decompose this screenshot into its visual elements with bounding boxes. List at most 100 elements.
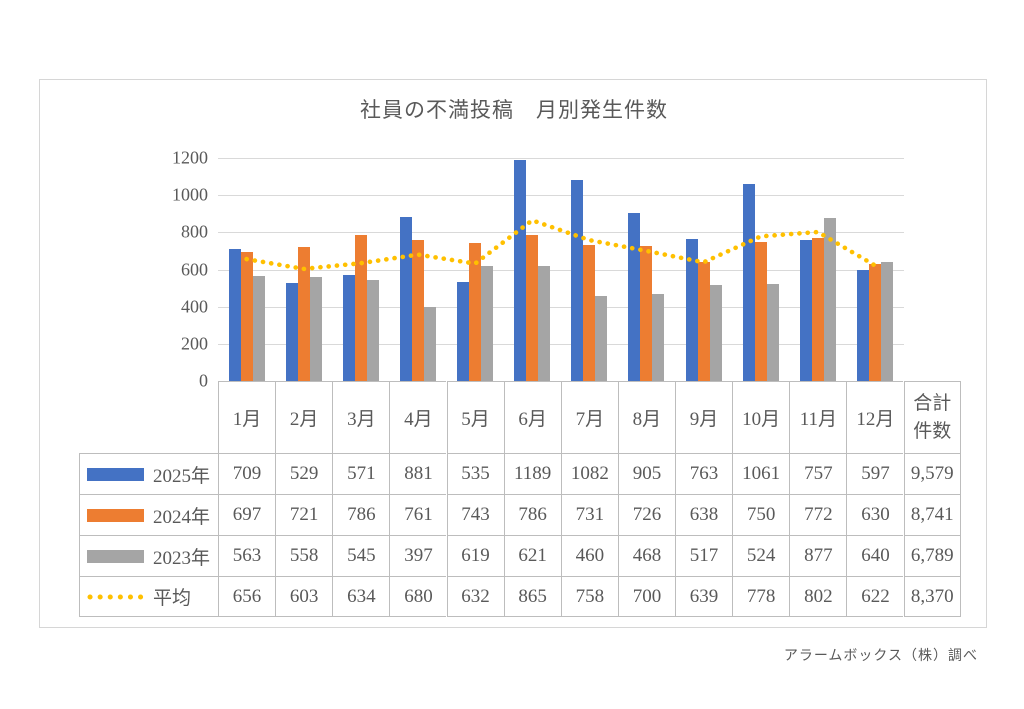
total-cell: 8,741 <box>903 494 961 535</box>
value-cell: 905 <box>617 453 675 494</box>
value-cell: 597 <box>846 453 904 494</box>
value-cell: 726 <box>617 494 675 535</box>
y-axis-tick-label: 600 <box>181 259 208 279</box>
value-cell: 524 <box>732 535 790 576</box>
legend-swatch-2024年 <box>87 508 144 522</box>
value-cell: 1061 <box>732 453 790 494</box>
bar-2025年-9月 <box>685 239 698 381</box>
value-cell: 721 <box>275 494 333 535</box>
legend-item-2025年: 2025年 <box>79 453 218 494</box>
total-cell: 6,789 <box>903 535 961 576</box>
y-axis-tick-label: 0 <box>199 370 208 391</box>
value-cell: 630 <box>846 494 904 535</box>
source-note: アラームボックス（株）調べ <box>783 647 978 663</box>
bar-2023年-4月 <box>423 307 436 381</box>
gridline-1200 <box>218 158 904 159</box>
bar-2025年-2月 <box>285 282 298 381</box>
value-cell: 865 <box>503 576 561 617</box>
value-cell: 603 <box>275 576 333 617</box>
y-axis-tick-label: 800 <box>181 221 208 242</box>
month-header-cell: 3月 <box>332 381 390 453</box>
total-header-label: 合計件数 <box>913 392 952 442</box>
legend-swatch-2023年 <box>87 549 144 563</box>
chart-frame: 社員の不満投稿 月別発生件数 0 200 400 600 800 1000 1200 1月 2… <box>39 79 987 628</box>
value-cell: 640 <box>846 535 904 576</box>
bar-2023年-8月 <box>652 294 665 381</box>
legend-label: 平均 <box>153 588 192 609</box>
legend-swatch-2025年 <box>87 467 144 481</box>
gridline-800 <box>218 232 904 234</box>
value-cell: 619 <box>446 535 504 576</box>
month-header-cell: 7月 <box>560 381 618 453</box>
month-header-cell: 12月 <box>846 381 904 453</box>
value-cell: 563 <box>218 535 276 576</box>
value-cell: 731 <box>560 494 618 535</box>
bar-2023年-3月 <box>366 279 379 381</box>
bar-2025年-6月 <box>514 160 527 381</box>
bar-2024年-9月 <box>697 262 710 381</box>
bar-2024年-1月 <box>240 251 253 381</box>
month-header-cell: 5月 <box>446 381 504 453</box>
bar-2024年-10月 <box>754 241 767 381</box>
bar-2024年-11月 <box>811 237 824 381</box>
chart-title: 社員の不満投稿 月別発生件数 <box>360 98 668 122</box>
bar-2023年-1月 <box>252 276 265 381</box>
bar-2024年-3月 <box>354 234 367 381</box>
total-cell: 8,370 <box>903 576 961 617</box>
gridline-400 <box>218 306 904 308</box>
value-cell: 757 <box>789 453 847 494</box>
value-cell: 634 <box>332 576 390 617</box>
value-cell: 772 <box>789 494 847 535</box>
value-cell: 621 <box>503 535 561 576</box>
value-cell: 786 <box>503 494 561 535</box>
value-cell: 743 <box>446 494 504 535</box>
y-axis-tick-label: 1000 <box>172 184 208 205</box>
bar-2025年-10月 <box>742 183 755 381</box>
bar-2023年-5月 <box>481 266 494 381</box>
bar-2024年-5月 <box>469 242 482 381</box>
value-cell: 468 <box>617 535 675 576</box>
value-cell: 786 <box>332 494 390 535</box>
bar-2023年-6月 <box>538 265 551 381</box>
value-cell: 763 <box>675 453 733 494</box>
month-header-cell: 10月 <box>732 381 790 453</box>
total-header-cell: 合計件数 <box>903 381 961 453</box>
value-cell: 1082 <box>560 453 618 494</box>
value-cell: 1189 <box>503 453 561 494</box>
legend-swatch-平均 <box>87 594 144 600</box>
legend-item-2023年: 2023年 <box>79 535 218 576</box>
value-cell: 529 <box>275 453 333 494</box>
bar-2024年-2月 <box>297 247 310 381</box>
bar-2025年-3月 <box>342 274 355 381</box>
bar-2023年-7月 <box>595 295 608 381</box>
bar-2023年-10月 <box>766 283 779 381</box>
value-cell: 877 <box>789 535 847 576</box>
value-cell: 881 <box>389 453 447 494</box>
bar-2023年-12月 <box>880 262 893 381</box>
y-axis-tick-label: 200 <box>181 333 208 354</box>
month-header-cell: 2月 <box>275 381 333 453</box>
y-axis-tick-label: 400 <box>181 296 208 317</box>
value-cell: 517 <box>675 535 733 576</box>
legend-item-2024年: 2024年 <box>79 494 218 535</box>
bar-2025年-1月 <box>228 249 241 381</box>
bar-2023年-2月 <box>309 277 322 381</box>
gridline-1000 <box>218 195 904 197</box>
value-cell: 460 <box>560 535 618 576</box>
value-cell: 558 <box>275 535 333 576</box>
value-cell: 761 <box>389 494 447 535</box>
value-cell: 778 <box>732 576 790 617</box>
value-cell: 697 <box>218 494 276 535</box>
bar-2025年-8月 <box>628 212 641 381</box>
bar-2025年-7月 <box>571 179 584 381</box>
bar-2025年-4月 <box>399 217 412 381</box>
value-cell: 709 <box>218 453 276 494</box>
month-header-cell: 4月 <box>389 381 447 453</box>
value-cell: 535 <box>446 453 504 494</box>
value-cell: 750 <box>732 494 790 535</box>
month-header-cell: 1月 <box>218 381 276 453</box>
legend-label: 2023年 <box>153 547 211 569</box>
bar-2025年-5月 <box>457 281 470 381</box>
value-cell: 622 <box>846 576 904 617</box>
